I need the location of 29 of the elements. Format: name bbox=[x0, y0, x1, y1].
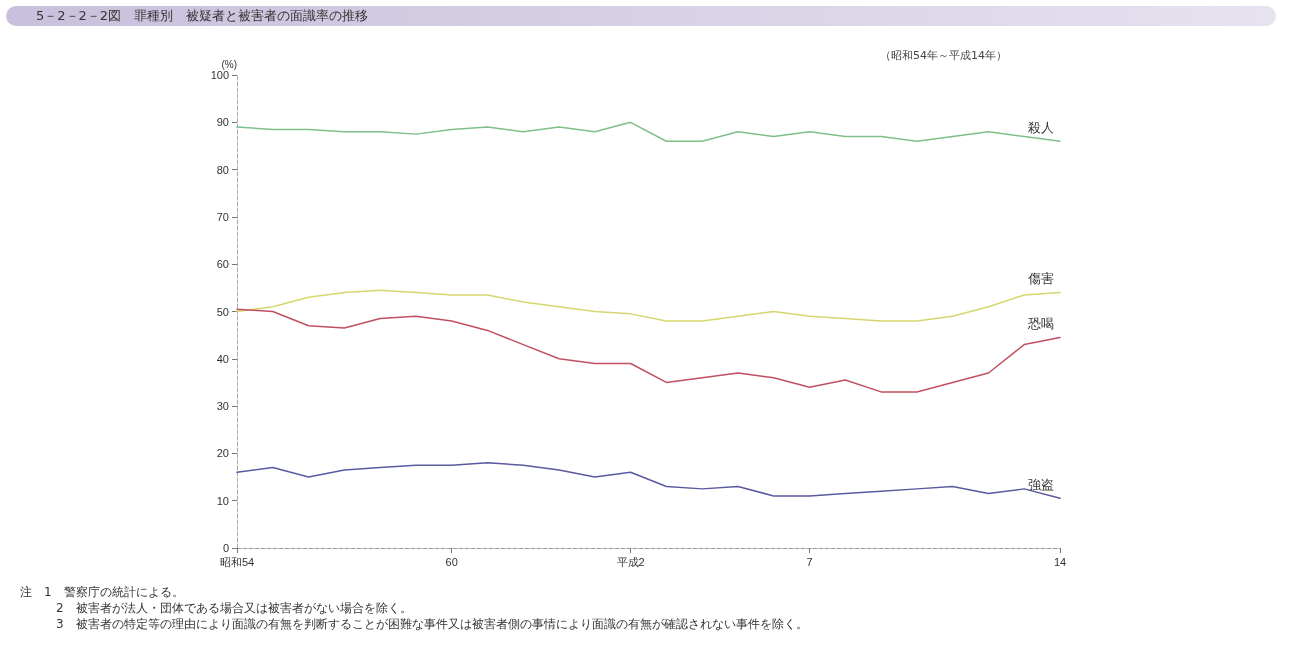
series-label: 恐喝 bbox=[1027, 316, 1054, 332]
y-tick-label: 50 bbox=[216, 305, 229, 318]
y-tick-label: 90 bbox=[216, 116, 229, 129]
chart-subtitle: （昭和54年～平成14年） bbox=[880, 48, 1007, 63]
y-tick-label: 40 bbox=[216, 352, 229, 365]
line-series bbox=[236, 121, 1061, 142]
y-tick-label: 60 bbox=[216, 258, 229, 271]
series-label: 傷害 bbox=[1027, 271, 1054, 287]
y-tick-label: 10 bbox=[216, 494, 229, 507]
x-tick-label: 平成2 bbox=[616, 555, 645, 568]
text: 2 被害者が法人・団体である場合又は被害者がない場合を除く。 bbox=[55, 600, 413, 616]
x-tick-label: 7 bbox=[806, 555, 813, 568]
x-tick-label: 昭和54 bbox=[219, 555, 255, 568]
y-tick-label: 30 bbox=[216, 400, 229, 413]
x-tick-label: 14 bbox=[1053, 555, 1067, 568]
line-series bbox=[236, 462, 1061, 500]
y-tick-label: 70 bbox=[216, 210, 229, 223]
text: 注 1 警察庁の統計による。 bbox=[20, 584, 185, 600]
y-tick-label: 0 bbox=[222, 542, 229, 554]
series-label: 強盗 bbox=[1028, 476, 1054, 492]
y-tick-label: 100 bbox=[210, 69, 229, 81]
y-axis-title: (%) bbox=[221, 59, 237, 71]
text: 3 被害者の特定等の理由により面識の有無を判断することが困難な事件又は被害者側の事情により面識の有無が確認されない事件を除く。 bbox=[55, 616, 809, 632]
y-tick-label: 80 bbox=[216, 163, 229, 176]
chart-title: 5－2－2－2図 罪種別 被疑者と被害者の面識率の推移 bbox=[6, 6, 1276, 26]
line-series bbox=[236, 308, 1061, 393]
series-label: 殺人 bbox=[1028, 119, 1054, 135]
y-tick-label: 20 bbox=[216, 447, 229, 460]
x-tick-label: 60 bbox=[445, 555, 458, 568]
